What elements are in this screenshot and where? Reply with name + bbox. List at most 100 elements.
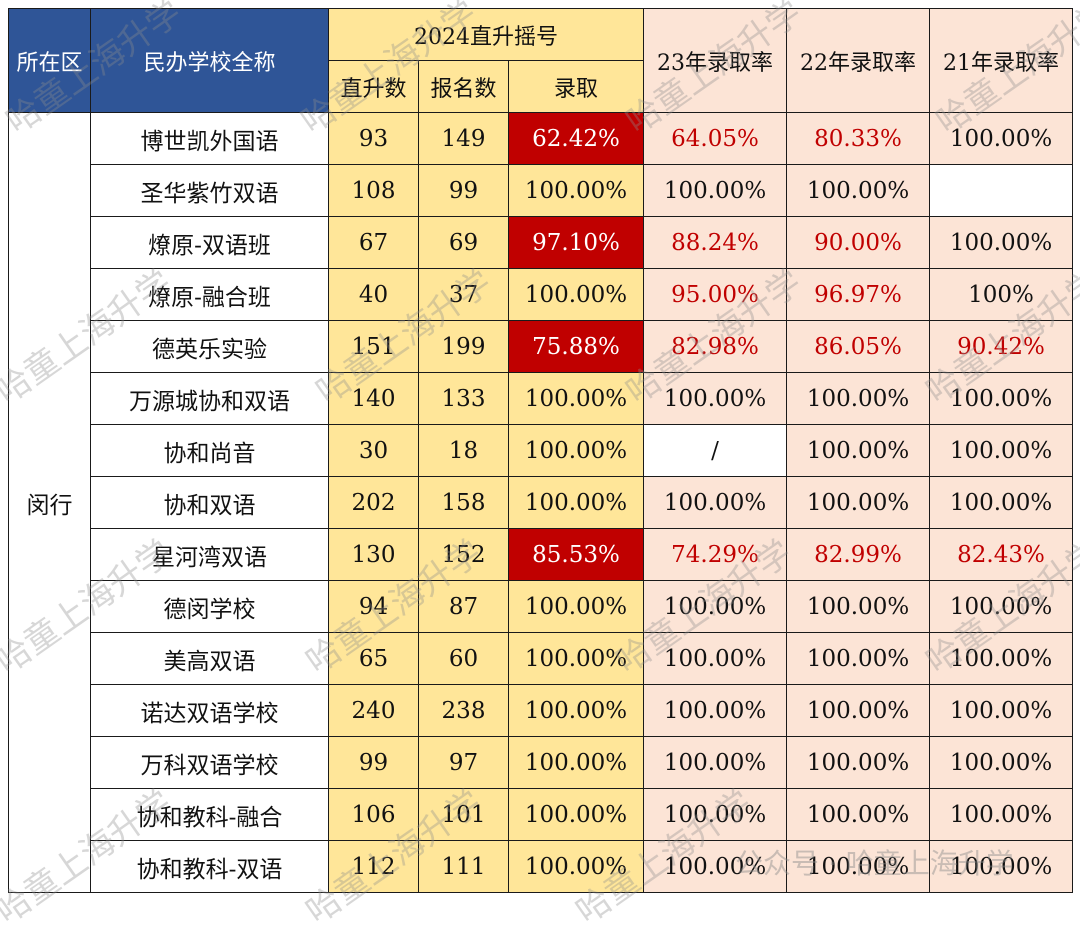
rate-2021: 100.00% (929, 476, 1074, 529)
school-name: 博世凯外国语 (90, 112, 329, 165)
rate-2022: 82.99% (786, 528, 931, 581)
rate-2022: 100.00% (786, 632, 931, 685)
direct-count: 40 (328, 268, 419, 321)
rate-2024: 100.00% (507, 840, 645, 893)
rate-2023: / (643, 424, 788, 477)
rate-2021: 100.00% (929, 788, 1074, 841)
rate-2024: 97.10% (507, 216, 645, 269)
table-row: 协和教科-融合 106 101 100.00% 100.00% 100.00% 100.00… (9, 788, 1074, 841)
rate-2024: 100.00% (507, 684, 645, 737)
school-name: 圣华紫竹双语 (90, 164, 329, 217)
header-direct-count: 直升数 (328, 60, 419, 113)
rate-2021 (929, 164, 1074, 217)
table-row: 协和教科-双语 112 111 100.00% 100.00% 100.00% 100.00… (9, 840, 1074, 893)
applicant-count: 133 (418, 372, 509, 425)
header-rate-23: 23年录取率 (643, 8, 788, 113)
direct-count: 240 (328, 684, 419, 737)
direct-count: 30 (328, 424, 419, 477)
rate-2023: 88.24% (643, 216, 788, 269)
applicant-count: 238 (418, 684, 509, 737)
direct-count: 108 (328, 164, 419, 217)
rate-2023: 100.00% (643, 164, 788, 217)
rate-2021: 100.00% (929, 840, 1074, 893)
rate-2021: 100.00% (929, 372, 1074, 425)
direct-count: 65 (328, 632, 419, 685)
rate-2022: 90.00% (786, 216, 931, 269)
rate-2022: 100.00% (786, 372, 931, 425)
rate-2024: 100.00% (507, 736, 645, 789)
table-row: 万源城协和双语 140 133 100.00% 100.00% 100.00% 100.00… (9, 372, 1074, 425)
table-row: 诺达双语学校 240 238 100.00% 100.00% 100.00% 100.00% (9, 684, 1074, 737)
rate-2024: 100.00% (507, 164, 645, 217)
rate-2022: 86.05% (786, 320, 931, 373)
school-name: 德英乐实验 (90, 320, 329, 373)
rate-2021: 100.00% (929, 112, 1074, 165)
rate-2024: 100.00% (507, 372, 645, 425)
rate-2023: 100.00% (643, 736, 788, 789)
rate-2022: 100.00% (786, 580, 931, 633)
applicant-count: 149 (418, 112, 509, 165)
header-rate-22: 22年录取率 (786, 8, 931, 113)
applicant-count: 99 (418, 164, 509, 217)
header-2024-group: 2024直升摇号 (327, 8, 645, 61)
rate-2021: 100.00% (929, 216, 1074, 269)
table-row: 闵行 博世凯外国语 93 149 62.42% 64.05% 80.33% 100.00% (8, 112, 1074, 893)
direct-count: 202 (328, 476, 419, 529)
applicant-count: 199 (418, 320, 509, 373)
rate-2021: 100.00% (929, 580, 1074, 633)
header-rate-21: 21年录取率 (929, 8, 1074, 113)
table-row: 星河湾双语 130 152 85.53% 74.29% 82.99% 82.43% (9, 528, 1074, 581)
direct-count: 112 (328, 840, 419, 893)
applicant-count: 152 (418, 528, 509, 581)
header-applicant-count: 报名数 (418, 60, 509, 113)
rate-2023: 100.00% (643, 372, 788, 425)
rate-2021: 100.00% (929, 684, 1074, 737)
rate-2024: 100.00% (507, 632, 645, 685)
direct-count: 93 (328, 112, 419, 165)
direct-count: 151 (328, 320, 419, 373)
table-row: 燎原-双语班 67 69 97.10% 88.24% 90.00% 100.00% (9, 216, 1074, 269)
rate-2023: 100.00% (643, 476, 788, 529)
rate-2022: 100.00% (786, 476, 931, 529)
rate-2024: 100.00% (507, 424, 645, 477)
school-name: 星河湾双语 (90, 528, 329, 581)
direct-count: 106 (328, 788, 419, 841)
school-name: 协和双语 (90, 476, 329, 529)
rate-2024: 100.00% (507, 268, 645, 321)
direct-count: 94 (328, 580, 419, 633)
rate-2021: 90.42% (929, 320, 1074, 373)
school-name: 燎原-双语班 (90, 216, 329, 269)
table-row: 德英乐实验 151 199 75.88% 82.98% 86.05% 90.42% (9, 320, 1074, 373)
school-name: 万源城协和双语 (90, 372, 329, 425)
header-admission-rate: 录取 (507, 60, 645, 113)
table-row: 美高双语 65 60 100.00% 100.00% 100.00% 100.00% (9, 632, 1074, 685)
applicant-count: 69 (418, 216, 509, 269)
rate-2023: 100.00% (643, 580, 788, 633)
table-row: 协和尚音 30 18 100.00%/100.00% 100.00% (9, 424, 1074, 477)
rate-2022: 100.00% (786, 788, 931, 841)
applicant-count: 60 (418, 632, 509, 685)
table-row: 万科双语学校 99 97 100.00% 100.00% 100.00% 100.00% (9, 736, 1074, 789)
direct-count: 99 (328, 736, 419, 789)
rate-2023: 100.00% (643, 788, 788, 841)
header-district: 所在区 (8, 8, 91, 113)
rate-2022: 100.00% (786, 164, 931, 217)
rate-2023: 100.00% (643, 684, 788, 737)
direct-count: 130 (328, 528, 419, 581)
school-name: 协和教科-融合 (90, 788, 329, 841)
applicant-count: 111 (418, 840, 509, 893)
school-name: 万科双语学校 (90, 736, 329, 789)
rate-2021: 100% (929, 268, 1074, 321)
rate-2023: 82.98% (643, 320, 788, 373)
direct-count: 67 (328, 216, 419, 269)
rate-2023: 95.00% (643, 268, 788, 321)
admission-rate-table: 所在区 民办学校全称 2024直升摇号 23年录取率 22年录取率 21年录取率… (8, 8, 1074, 893)
school-name: 美高双语 (90, 632, 329, 685)
table-row: 燎原-融合班 40 37 100.00% 95.00% 96.97% 100% (9, 268, 1074, 321)
table-row: 德闵学校 94 87 100.00% 100.00% 100.00% 100.00% (9, 580, 1074, 633)
rate-2024: 100.00% (507, 580, 645, 633)
rate-2023: 100.00% (643, 632, 788, 685)
applicant-count: 18 (418, 424, 509, 477)
rate-2022: 96.97% (786, 268, 931, 321)
direct-count: 140 (328, 372, 419, 425)
